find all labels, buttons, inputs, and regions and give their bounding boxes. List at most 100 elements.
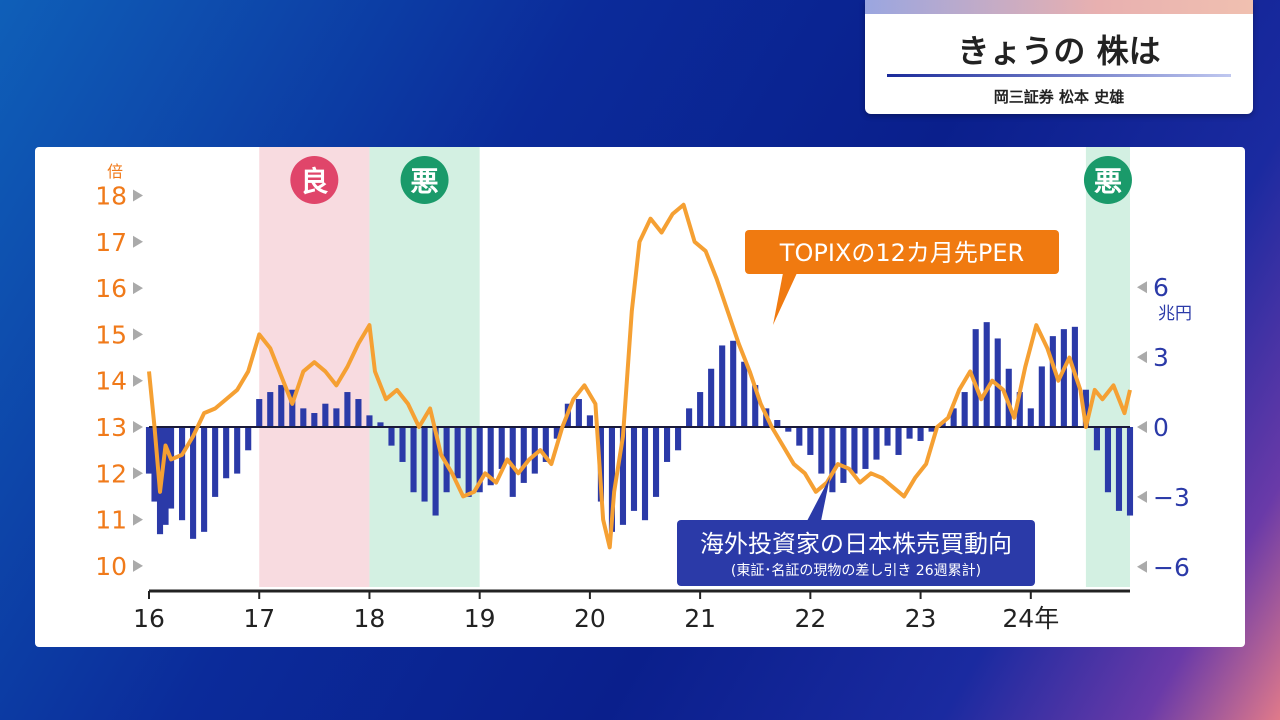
region-label-1: 悪 [411,165,439,198]
flow-bar [608,427,615,532]
flow-bar [454,427,461,479]
flow-bar [311,413,318,427]
flow-callout-pointer [807,477,830,521]
program-title: きょうの 株は [957,32,1161,70]
flow-bar [630,427,638,511]
flow-bar [697,392,704,427]
flow-bar [509,427,516,497]
flow-bar [884,427,891,446]
right-axis-tick-arrow [1137,560,1147,573]
flow-bar [818,427,825,474]
flow-bar [895,427,902,455]
flow-bar [983,322,990,427]
left-axis-tick-arrow [133,189,143,202]
flow-bar [675,427,682,451]
flow-bar [377,422,384,427]
left-axis-tick-arrow [133,467,143,480]
flow-bar [686,408,693,427]
flow-bar [619,427,627,525]
x-axis-tick: 20 [574,604,606,633]
flow-bar [1104,427,1112,493]
x-axis-tick: 16 [133,604,165,633]
flow-bar [162,427,169,525]
flow-bar [1126,427,1134,516]
title-topbar [865,0,1253,14]
left-axis-tick: 12 [95,459,127,488]
right-axis-tick-arrow [1137,490,1147,503]
flow-bar [774,420,781,427]
flow-bar [151,427,158,502]
flow-bar [145,427,153,474]
flow-bar [344,392,351,427]
flow-bar [708,368,715,427]
flow-bar [972,329,979,427]
x-axis-tick: 21 [684,604,716,633]
flow-bar [1038,366,1045,427]
flow-bar [928,427,935,432]
per-line [147,202,1132,550]
flow-bar [906,427,913,439]
flow-bar [476,427,483,493]
flow-bar [1049,336,1056,427]
flow-bar [586,415,593,427]
right-axis-tick-arrow [1137,351,1147,364]
flow-bar [300,408,307,427]
flow-bar [829,427,836,493]
flow-bar [410,427,417,493]
flow-bar [465,427,472,497]
right-axis-tick: −3 [1153,483,1190,512]
flow-bar [575,399,582,427]
x-axis-tick: 18 [354,604,386,633]
chart-panel: 良 悪 悪 倍 10 11 12 13 14 15 16 17 18 6 3 0 −3 −6 兆円 16 17 18 19 2… [35,147,1245,647]
flow-bar [278,385,285,427]
flow-bar [487,427,494,486]
flow-bar [201,427,208,532]
left-axis-tick: 14 [95,367,127,396]
flow-bar [388,427,395,446]
flow-bar [950,408,957,427]
flow-bar [664,427,671,462]
right-axis-unit: 兆円 [1158,304,1192,324]
flow-bar [167,427,175,509]
per-callout-box [745,230,1059,274]
x-axis-tick: 22 [794,604,826,633]
flow-bar [553,427,560,439]
flow-bar [498,427,505,469]
flow-bar [652,427,660,497]
flow-callout-note: (東証･名証の現物の差し引き 26週累計) [731,563,981,579]
per-callout-pointer [773,273,797,325]
flow-bar [212,427,219,497]
flow-bar [1005,368,1012,427]
flow-bar [752,385,759,427]
left-axis-unit: 倍 [107,162,123,181]
left-axis-tick: 15 [95,320,127,349]
flow-bar [245,427,252,451]
flow-bar [542,427,549,462]
left-axis-tick: 18 [95,182,127,211]
flow-bar [719,345,726,427]
flow-bar [355,399,362,427]
region-badge-1 [400,156,449,204]
flow-bar [432,427,439,516]
x-axis-tick: 24年 [1002,604,1059,633]
flow-bar [785,427,792,432]
flow-bar [641,427,649,521]
flow-bar [873,427,880,460]
left-axis-tick: 16 [95,274,127,303]
flow-bar [267,392,274,427]
flow-bar [322,403,329,427]
flow-bar [796,427,803,446]
right-axis-tick-arrow [1137,421,1147,433]
flow-bar [741,361,748,427]
flow-bar [807,427,814,455]
flow-bar [730,340,737,427]
flow-bar [531,427,538,474]
flow-bar [234,427,241,474]
flow-bar [917,427,924,441]
flow-bar [851,427,858,474]
flow-bar [421,427,428,502]
left-axis-tick: 13 [95,413,127,442]
flow-bar [366,415,373,427]
left-axis-tick-arrow [133,282,143,295]
region-badge-0 [290,156,339,204]
